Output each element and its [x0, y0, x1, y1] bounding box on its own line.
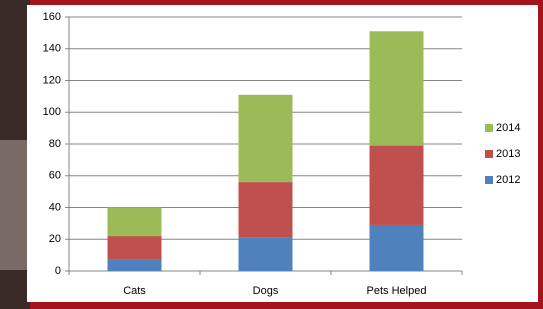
y-tick-label: 140 [43, 43, 61, 55]
x-tick-label: Dogs [253, 285, 279, 297]
photo-strip [0, 140, 30, 270]
y-tick-label: 60 [49, 170, 61, 182]
bar-segment [239, 238, 293, 271]
y-tick-label: 0 [55, 265, 61, 277]
legend-swatch [485, 176, 493, 184]
legend-label: 2013 [496, 148, 520, 160]
chart: 0 20 40 60 80 100 120 140 160 Cats Dogs Pets Helped… [0, 0, 543, 309]
y-tick-label: 20 [49, 233, 61, 245]
legend-label: 2012 [496, 174, 520, 186]
x-tick-label: Pets Helped [367, 285, 427, 297]
bar-segment [370, 31, 424, 145]
page: 0 20 40 60 80 100 120 140 160 Cats Dogs Pets Helped… [0, 0, 543, 309]
legend-label: 2014 [496, 122, 520, 134]
bar-segment [239, 95, 293, 182]
legend-swatch [485, 124, 493, 132]
y-tick-label: 160 [43, 11, 61, 23]
y-tick-label: 80 [49, 138, 61, 150]
bar-segment [370, 225, 424, 271]
legend-swatch [485, 150, 493, 158]
y-tick-label: 40 [49, 201, 61, 213]
x-tick-label: Cats [123, 285, 146, 297]
y-tick-label: 100 [43, 106, 61, 118]
bar-segment [108, 236, 162, 260]
bar-segment [108, 208, 162, 237]
bar-segment [108, 260, 162, 271]
bar-segment [370, 146, 424, 225]
y-tick-label: 120 [43, 74, 61, 86]
bar-segment [239, 182, 293, 238]
